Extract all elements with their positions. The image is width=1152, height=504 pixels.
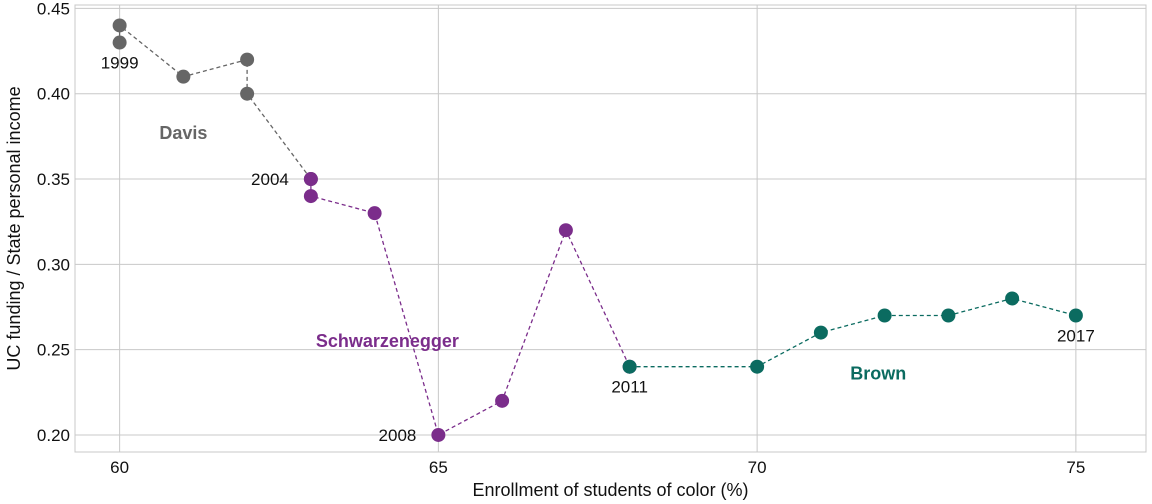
- year-label: 2008: [379, 426, 417, 445]
- data-point: [495, 393, 510, 408]
- series-line: [629, 297, 1077, 368]
- year-label: 2017: [1057, 327, 1095, 346]
- data-point: [941, 308, 956, 323]
- y-tick-label: 0.30: [37, 255, 70, 274]
- data-point: [112, 35, 127, 50]
- data-point: [1005, 291, 1020, 306]
- data-point: [176, 69, 191, 84]
- grid-layer: [75, 5, 1146, 452]
- data-point: [558, 223, 573, 238]
- x-tick-label: 65: [429, 458, 448, 477]
- tick-labels: 60 65 70 75 0.20 0.25 0.30 0.35 0.40 0.45: [37, 0, 1085, 477]
- y-tick-label: 0.35: [37, 170, 70, 189]
- data-point: [750, 359, 765, 374]
- year-label: 2004: [251, 170, 289, 189]
- data-point: [112, 18, 127, 33]
- data-point: [303, 172, 318, 187]
- year-label: 1999: [101, 54, 139, 73]
- data-point: [877, 308, 892, 323]
- data-points: [112, 18, 1083, 442]
- y-tick-label: 0.40: [37, 85, 70, 104]
- plot-frame: [74, 4, 1147, 453]
- y-tick-label: 0.45: [37, 0, 70, 18]
- era-label: Davis: [159, 123, 207, 143]
- annotations: 1999 2004 2008 2011 2017 Davis Schwarzenegger B…: [101, 54, 1095, 445]
- data-point: [240, 86, 255, 101]
- data-point: [813, 325, 828, 340]
- x-tick-label: 60: [110, 458, 129, 477]
- data-point: [240, 52, 255, 67]
- year-label: 2011: [611, 378, 648, 397]
- data-point: [622, 359, 637, 374]
- x-tick-label: 70: [748, 458, 767, 477]
- data-point: [1068, 308, 1083, 323]
- era-label: Brown: [850, 364, 906, 384]
- x-tick-label: 75: [1066, 458, 1085, 477]
- series-line: [310, 179, 631, 436]
- y-tick-label: 0.20: [37, 426, 70, 445]
- y-tick-label: 0.25: [37, 341, 70, 360]
- y-axis-title: UC funding / State personal income: [4, 86, 24, 370]
- era-label: Schwarzenegger: [316, 331, 459, 351]
- data-point: [303, 189, 318, 204]
- data-point: [367, 206, 382, 221]
- data-point: [431, 427, 446, 442]
- series-line: [118, 24, 312, 180]
- series-lines: [118, 24, 1077, 436]
- x-axis-title: Enrollment of students of color (%): [472, 480, 748, 500]
